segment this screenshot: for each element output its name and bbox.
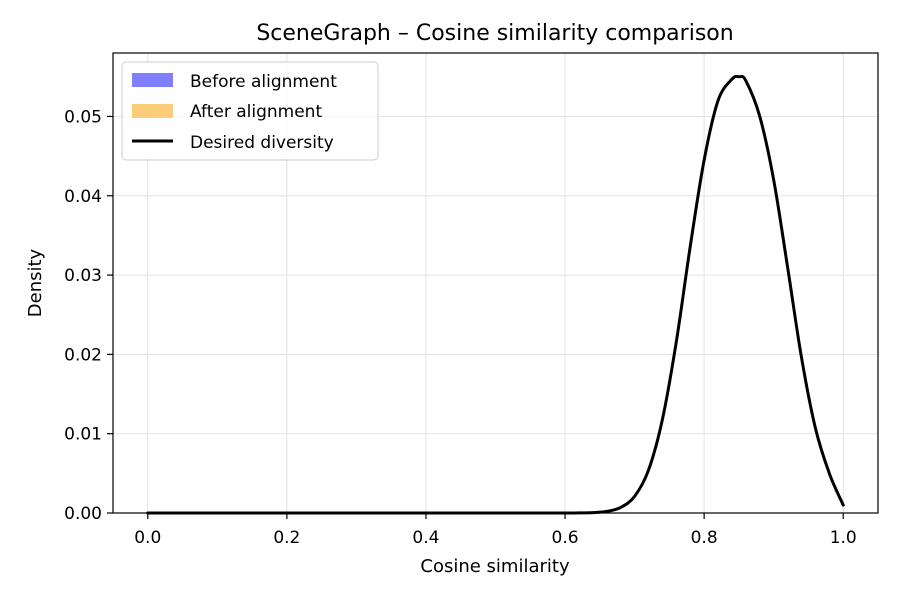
x-tick-label: 0.2 [273,528,300,548]
y-axis-label: Density [25,248,46,317]
x-tick-label: 1.0 [830,528,857,548]
y-axis-ticks: 0.00 0.01 0.02 0.03 0.04 0.05 [64,107,113,524]
x-axis-ticks: 0.0 0.2 0.4 0.6 0.8 1.0 [134,513,857,548]
legend: Before alignment After alignment Desired… [121,61,379,161]
legend-frame [121,61,379,161]
x-tick-label: 0.0 [134,528,161,548]
y-tick-label: 0.00 [64,504,102,524]
legend-label-desired: Desired diversity [190,133,334,153]
x-tick-label: 0.6 [552,528,579,548]
y-tick-label: 0.02 [64,345,102,365]
y-tick-label: 0.03 [64,266,102,286]
x-axis-label: Cosine similarity [420,556,570,577]
y-tick-label: 0.05 [64,107,102,127]
legend-swatch-before [132,73,173,87]
x-tick-label: 0.8 [691,528,718,548]
plot-frame [112,52,879,514]
chart-title: SceneGraph – Cosine similarity compariso… [256,21,733,46]
y-tick-label: 0.04 [64,187,102,207]
x-tick-label: 0.4 [412,528,439,548]
legend-label-before: Before alignment [190,72,337,92]
y-tick-label: 0.01 [64,425,102,445]
legend-swatch-after [132,104,173,118]
legend-label-after: After alignment [190,102,322,122]
